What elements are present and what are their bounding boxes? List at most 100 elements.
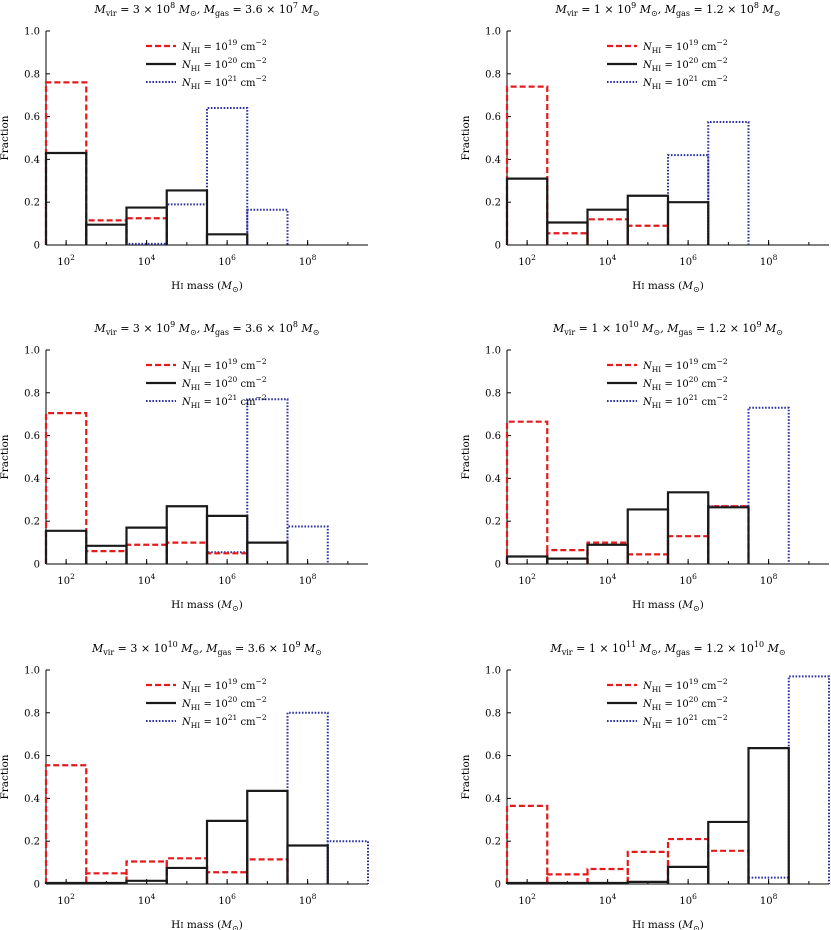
bar-s20-bin-2 <box>85 223 128 245</box>
y-tick-label: 1.0 <box>24 27 40 38</box>
y-tick-label: 1.0 <box>485 27 501 38</box>
x-tick-label: 108 <box>760 253 778 268</box>
bar-s20-bin-5 <box>666 201 710 245</box>
legend-label-s20: NHI = 1020 cm−2 <box>181 375 267 392</box>
y-tick-label: 0.4 <box>24 155 40 166</box>
bar-s20-bin-5 <box>205 233 249 245</box>
y-tick-label: 1.0 <box>485 666 501 677</box>
y-tick-label: 0.4 <box>24 474 40 485</box>
y-axis-label: Fraction <box>460 434 472 479</box>
x-axis-label: HI mass (M⊙) <box>632 599 704 613</box>
bar-s20-bin-4 <box>165 505 209 564</box>
bar-s20-bin-3 <box>586 208 629 245</box>
x-axis-label: HI mass (M⊙) <box>171 919 243 930</box>
bar-s19-bin-4 <box>626 850 670 884</box>
bar-s19-bin-6 <box>246 858 289 884</box>
x-tick-label: 108 <box>760 892 778 907</box>
bar-s20-bin-2 <box>85 881 128 885</box>
x-tick-label: 104 <box>138 572 156 587</box>
bar-s20-bin-7 <box>747 747 790 884</box>
x-tick-label: 106 <box>218 892 236 907</box>
y-tick-label: 0 <box>34 560 40 571</box>
legend-label-s21: NHI = 1021 cm−2 <box>181 74 267 91</box>
bar-s20-bin-3 <box>586 881 629 885</box>
bar-s20-bin-6 <box>707 506 750 564</box>
bar-s19-bin-6 <box>707 849 750 884</box>
y-tick-label: 0.6 <box>24 112 40 123</box>
y-tick-label: 0.8 <box>485 388 501 399</box>
series-s21 <box>206 398 329 564</box>
bar-s20-bin-5 <box>666 491 710 564</box>
series-s20 <box>44 151 249 245</box>
bar-s20-bin-3 <box>125 206 168 245</box>
bar-s21-bin-6 <box>246 398 289 564</box>
x-tick-label: 108 <box>299 892 317 907</box>
bar-s21-bin-6 <box>246 208 289 245</box>
bar-s19-bin-5 <box>666 837 710 884</box>
series-s19 <box>505 804 750 884</box>
legend-label-s19: NHI = 1019 cm−2 <box>642 677 728 694</box>
series-s19 <box>44 412 249 564</box>
x-axis-label: HI mass (M⊙) <box>171 599 243 613</box>
legend-label-s20: NHI = 1020 cm−2 <box>642 695 728 712</box>
bar-s21-bin-7 <box>286 525 329 564</box>
y-tick-label: 0.2 <box>485 198 501 209</box>
panel-title: Mvir = 1 × 109 M⊙, Mgas = 1.2 × 108 M⊙ <box>555 1 781 18</box>
histogram-panel-2: Mvir = 1 × 109 M⊙, Mgas = 1.2 × 108 M⊙ 0 0… <box>460 1 829 294</box>
bar-s21-bin-7 <box>747 406 790 564</box>
x-tick-label: 106 <box>679 253 697 268</box>
panel-title: Mvir = 3 × 109 M⊙, Mgas = 3.6 × 108 M⊙ <box>94 320 320 337</box>
bar-s20-bin-1 <box>44 881 88 885</box>
x-tick-label: 102 <box>518 892 536 907</box>
bar-s20-bin-5 <box>205 819 249 884</box>
bar-s21-bin-6 <box>707 505 750 564</box>
legend-label-s20: NHI = 1020 cm−2 <box>642 375 728 392</box>
bar-s20-bin-5 <box>205 514 249 564</box>
y-tick-label: 0.4 <box>485 474 501 485</box>
y-tick-label: 1.0 <box>24 666 40 677</box>
bar-s19-bin-1 <box>505 804 549 884</box>
bar-s19-bin-1 <box>44 81 88 245</box>
x-tick-label: 106 <box>679 572 697 587</box>
bar-s19-bin-6 <box>707 505 750 564</box>
x-tick-label: 104 <box>138 892 156 907</box>
y-tick-label: 0.2 <box>485 837 501 848</box>
bar-s19-bin-1 <box>505 420 549 564</box>
y-tick-label: 0.4 <box>485 155 501 166</box>
legend-label-s19: NHI = 1019 cm−2 <box>642 38 728 55</box>
y-tick-label: 0 <box>495 241 501 252</box>
x-tick-label: 104 <box>599 253 617 268</box>
series-s20 <box>505 747 790 885</box>
y-tick-label: 0 <box>495 560 501 571</box>
legend-label-s19: NHI = 1019 cm−2 <box>181 677 267 694</box>
bar-s20-bin-4 <box>626 508 670 564</box>
bar-s20-bin-6 <box>707 820 750 884</box>
y-tick-label: 1.0 <box>24 346 40 357</box>
panel-title: Mvir = 1 × 1011 M⊙, Mgas = 1.2 × 1010 M⊙ <box>549 640 785 657</box>
y-tick-label: 0.4 <box>24 794 40 805</box>
y-tick-label: 0.2 <box>24 517 40 528</box>
x-tick-label: 102 <box>57 892 75 907</box>
legend-label-s19: NHI = 1019 cm−2 <box>181 357 267 374</box>
x-axis-label: HI mass (M⊙) <box>632 919 704 930</box>
bar-s21-bin-8 <box>326 840 369 884</box>
y-tick-label: 0.8 <box>485 69 501 80</box>
series-s20 <box>44 505 289 564</box>
histogram-panel-5: Mvir = 3 × 1010 M⊙, Mgas = 3.6 × 109 M⊙ 0… <box>0 640 369 930</box>
x-tick-label: 102 <box>518 253 536 268</box>
bar-s20-bin-4 <box>626 194 670 245</box>
series-s20 <box>505 491 750 564</box>
bar-s20-bin-4 <box>165 189 209 245</box>
y-tick-label: 0 <box>495 880 501 891</box>
bar-s21-bin-5 <box>206 107 249 245</box>
y-axis-label: Fraction <box>460 115 472 160</box>
x-tick-label: 102 <box>518 572 536 587</box>
bar-s20-bin-6 <box>246 541 289 564</box>
histogram-panel-6: Mvir = 1 × 1011 M⊙, Mgas = 1.2 × 1010 M⊙… <box>460 640 830 930</box>
y-tick-label: 1.0 <box>485 346 501 357</box>
legend-label-s21: NHI = 1021 cm−2 <box>181 393 267 410</box>
y-tick-label: 0.6 <box>485 112 501 123</box>
